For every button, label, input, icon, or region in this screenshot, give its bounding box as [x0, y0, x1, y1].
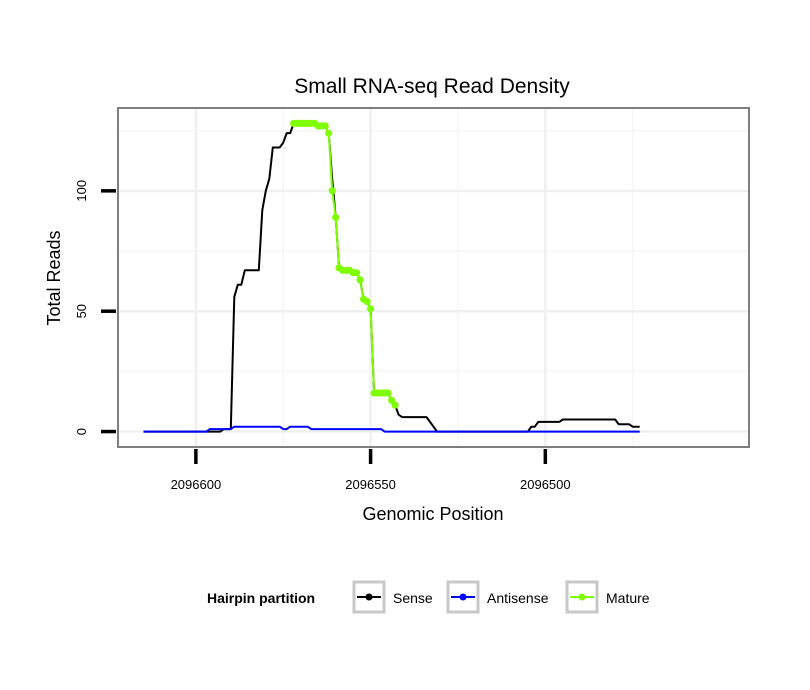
x-tick-label: 2096600: [171, 477, 222, 492]
mature-point: [325, 129, 333, 137]
legend-label: Sense: [393, 590, 433, 606]
x-tick-label: 2096550: [345, 477, 396, 492]
mature-point: [391, 401, 399, 409]
plot-panel-border: [117, 107, 750, 448]
legend-label: Mature: [606, 590, 650, 606]
legend: Hairpin partition Sense Antisense Mature: [207, 580, 650, 614]
legend-key-point: [578, 593, 586, 601]
x-axis: 2096600 2096550 2096500: [171, 449, 571, 492]
y-tick-label: 100: [74, 180, 89, 202]
legend-key-point: [459, 593, 467, 601]
y-tick-label: 50: [74, 304, 89, 318]
x-tick-label: 2096500: [520, 477, 571, 492]
grid: [119, 109, 748, 446]
series-layer: [143, 119, 640, 433]
chart-title: Small RNA-seq Read Density: [294, 75, 570, 98]
x-axis-title: Genomic Position: [362, 504, 503, 524]
legend-key-point: [365, 593, 373, 601]
legend-entry-antisense: Antisense: [446, 580, 549, 614]
legend-label: Antisense: [487, 590, 549, 606]
legend-title: Hairpin partition: [207, 590, 315, 606]
series-line-sense: [143, 122, 640, 433]
legend-entry-sense: Sense: [352, 580, 433, 614]
mature-point: [367, 305, 375, 313]
mature-point: [328, 187, 336, 195]
mature-point: [384, 389, 392, 397]
series-line-mature: [293, 122, 396, 406]
mature-point: [332, 213, 340, 221]
mature-point: [353, 269, 361, 277]
y-axis: 0 50 100: [74, 180, 116, 435]
mature-point: [321, 122, 329, 130]
legend-entry-mature: Mature: [565, 580, 650, 614]
y-tick-label: 0: [74, 428, 89, 435]
mature-point: [363, 298, 371, 306]
legend-entries: Sense Antisense Mature: [352, 580, 650, 614]
series-line-antisense: [143, 425, 640, 433]
y-axis-title: Total Reads: [44, 230, 64, 325]
mature-point: [356, 276, 364, 284]
